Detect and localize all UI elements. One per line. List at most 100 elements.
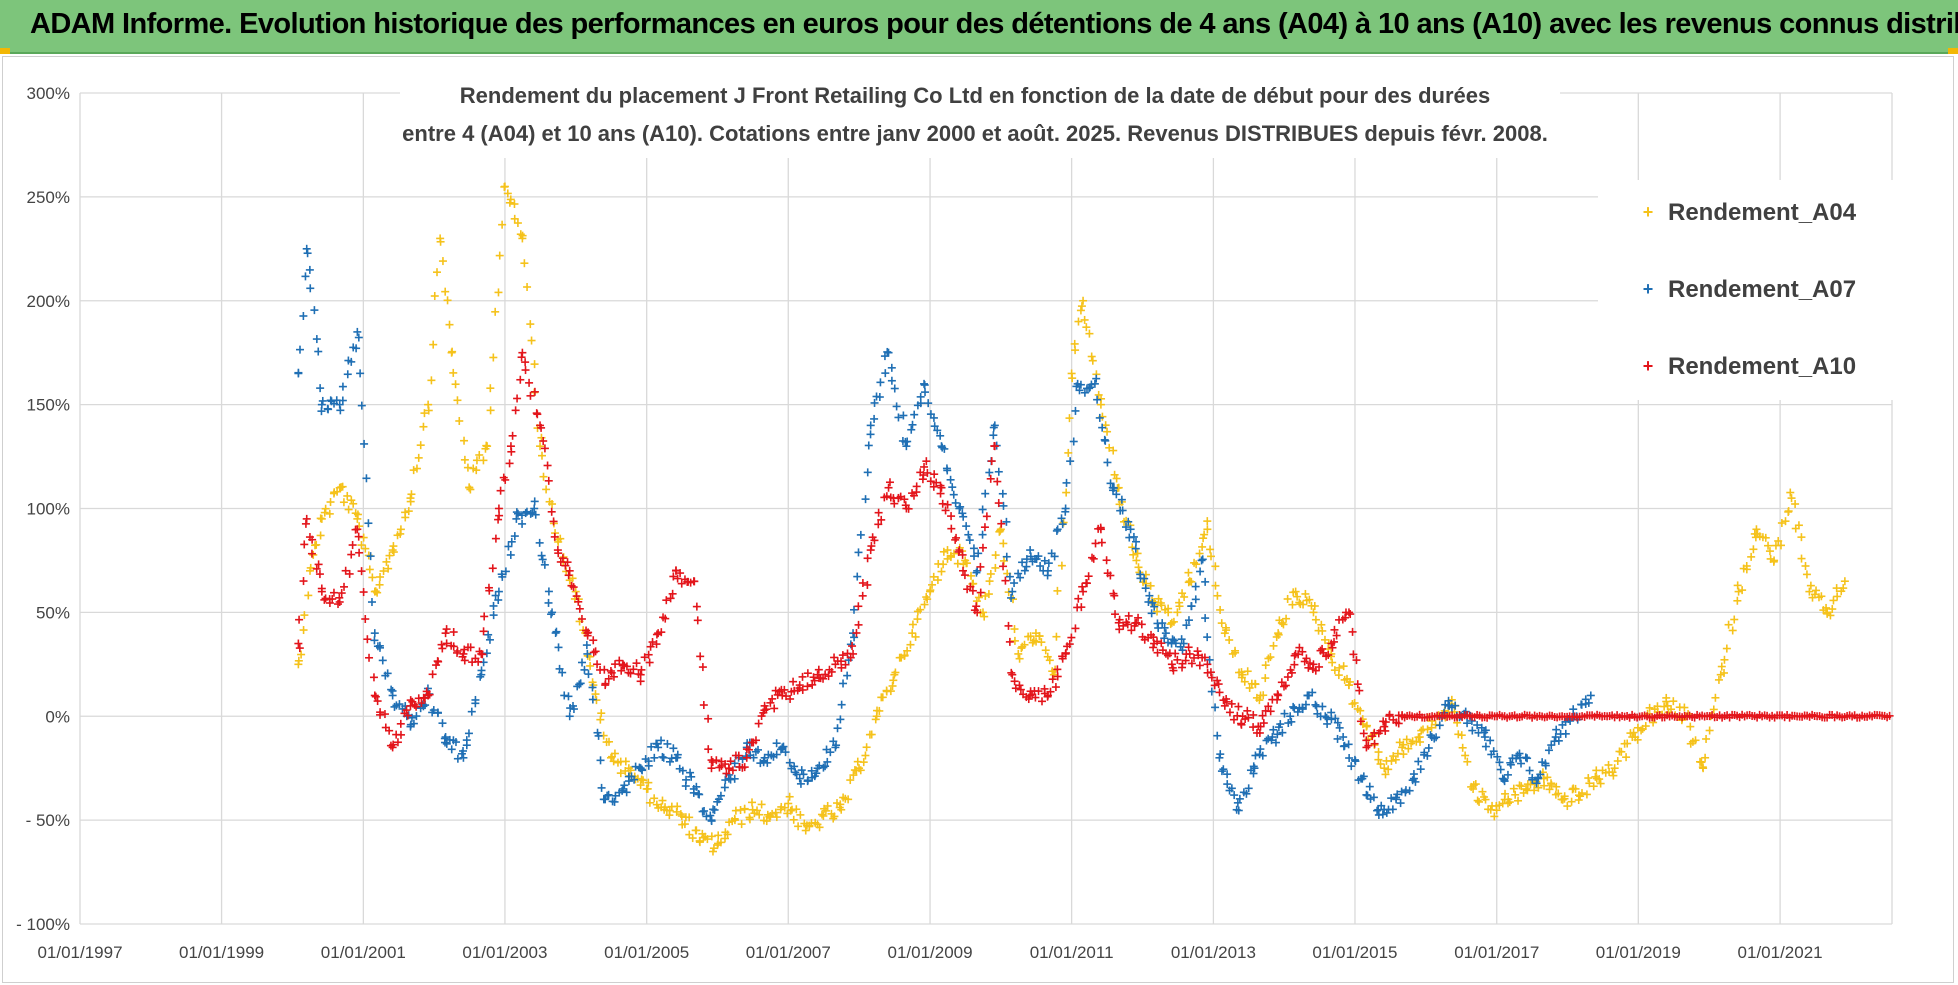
point-rendement-a04 xyxy=(1826,611,1835,620)
point-rendement-a04 xyxy=(815,823,824,832)
point-rendement-a04 xyxy=(1633,735,1642,744)
point-rendement-a10 xyxy=(646,642,655,651)
point-rendement-a10 xyxy=(1124,611,1133,620)
point-rendement-a10 xyxy=(348,541,357,550)
point-rendement-a04 xyxy=(1571,784,1580,793)
point-rendement-a07 xyxy=(489,611,498,620)
point-rendement-a07 xyxy=(686,768,695,777)
point-rendement-a07 xyxy=(1095,413,1104,422)
point-rendement-a07 xyxy=(622,788,631,797)
point-rendement-a10 xyxy=(1352,656,1361,665)
point-rendement-a04 xyxy=(1184,568,1193,577)
point-rendement-a10 xyxy=(929,482,938,491)
point-rendement-a07 xyxy=(890,384,899,393)
point-rendement-a10 xyxy=(1184,643,1193,652)
chart-title: Rendement du placement J Front Retailing… xyxy=(400,72,1560,158)
point-rendement-a04 xyxy=(304,591,313,600)
point-rendement-a04 xyxy=(937,567,946,576)
point-rendement-a10 xyxy=(1195,661,1204,670)
point-rendement-a10 xyxy=(1053,665,1062,674)
point-rendement-a07 xyxy=(1071,406,1080,415)
point-rendement-a04 xyxy=(1567,797,1576,806)
point-rendement-a07 xyxy=(1203,633,1212,642)
point-rendement-a07 xyxy=(352,344,361,353)
point-rendement-a10 xyxy=(449,628,458,637)
point-rendement-a04 xyxy=(1540,781,1549,790)
point-rendement-a07 xyxy=(1098,423,1107,432)
point-rendement-a10 xyxy=(307,549,316,558)
point-rendement-a07 xyxy=(1216,750,1225,759)
point-rendement-a10 xyxy=(589,648,598,657)
point-rendement-a07 xyxy=(1521,753,1530,762)
point-rendement-a07 xyxy=(312,335,321,344)
point-rendement-a07 xyxy=(1463,719,1472,728)
point-rendement-a07 xyxy=(441,738,450,747)
point-rendement-a04 xyxy=(455,416,464,425)
point-rendement-a10 xyxy=(704,745,713,754)
y-tick-label: 100% xyxy=(27,500,70,519)
point-rendement-a04 xyxy=(745,815,754,824)
legend: + Rendement_A04 + Rendement_A07 + Rendem… xyxy=(1598,180,1898,400)
point-rendement-a07 xyxy=(1124,517,1133,526)
point-rendement-a07 xyxy=(663,739,672,748)
point-rendement-a10 xyxy=(1015,681,1024,690)
point-rendement-a04 xyxy=(441,287,450,296)
point-rendement-a10 xyxy=(334,600,343,609)
point-rendement-a04 xyxy=(475,450,484,459)
point-rendement-a04 xyxy=(1203,517,1212,526)
point-rendement-a10 xyxy=(1040,684,1049,693)
point-rendement-a10 xyxy=(708,757,717,766)
point-rendement-a04 xyxy=(1595,775,1604,784)
point-rendement-a04 xyxy=(1020,640,1029,649)
point-rendement-a07 xyxy=(826,748,835,757)
point-rendement-a04 xyxy=(695,838,704,847)
point-rendement-a07 xyxy=(395,700,404,709)
point-rendement-a07 xyxy=(1145,591,1154,600)
point-rendement-a04 xyxy=(500,182,509,191)
point-rendement-a04 xyxy=(762,817,771,826)
point-rendement-a04 xyxy=(306,563,315,572)
point-rendement-a07 xyxy=(438,719,447,728)
point-rendement-a04 xyxy=(1584,774,1593,783)
point-rendement-a07 xyxy=(1289,702,1298,711)
point-rendement-a10 xyxy=(438,644,447,653)
point-rendement-a10 xyxy=(308,535,317,544)
point-rendement-a07 xyxy=(510,532,519,541)
point-rendement-a04 xyxy=(1157,601,1166,610)
point-rendement-a07 xyxy=(1405,786,1414,795)
point-rendement-a07 xyxy=(999,501,1008,510)
point-rendement-a04 xyxy=(412,464,421,473)
point-rendement-a07 xyxy=(916,392,925,401)
point-rendement-a10 xyxy=(1249,710,1258,719)
point-rendement-a07 xyxy=(631,762,640,771)
point-rendement-a04 xyxy=(1065,414,1074,423)
legend-label-a10: Rendement_A10 xyxy=(1668,353,1856,380)
point-rendement-a10 xyxy=(629,665,638,674)
point-rendement-a10 xyxy=(428,670,437,679)
point-rendement-a07 xyxy=(526,509,535,518)
point-rendement-a04 xyxy=(1749,545,1758,554)
point-rendement-a04 xyxy=(1730,615,1739,624)
point-rendement-a07 xyxy=(1058,520,1067,529)
point-rendement-a07 xyxy=(353,327,362,336)
point-rendement-a10 xyxy=(838,651,847,660)
point-rendement-a04 xyxy=(1330,666,1339,675)
point-rendement-a10 xyxy=(1304,663,1313,672)
point-rendement-a07 xyxy=(409,719,418,728)
point-rendement-a10 xyxy=(698,663,707,672)
point-rendement-a07 xyxy=(1184,616,1193,625)
point-rendement-a07 xyxy=(1528,775,1537,784)
point-rendement-a04 xyxy=(1362,721,1371,730)
point-rendement-a07 xyxy=(1323,719,1332,728)
point-rendement-a07 xyxy=(544,598,553,607)
point-rendement-a10 xyxy=(1220,701,1229,710)
point-rendement-a07 xyxy=(1496,765,1505,774)
point-rendement-a04 xyxy=(1777,518,1786,527)
point-rendement-a07 xyxy=(1201,577,1210,586)
point-rendement-a07 xyxy=(929,413,938,422)
point-rendement-a04 xyxy=(1301,589,1310,598)
point-rendement-a10 xyxy=(340,582,349,591)
point-rendement-a04 xyxy=(665,811,674,820)
point-rendement-a10 xyxy=(1328,643,1337,652)
point-rendement-a07 xyxy=(956,502,965,511)
